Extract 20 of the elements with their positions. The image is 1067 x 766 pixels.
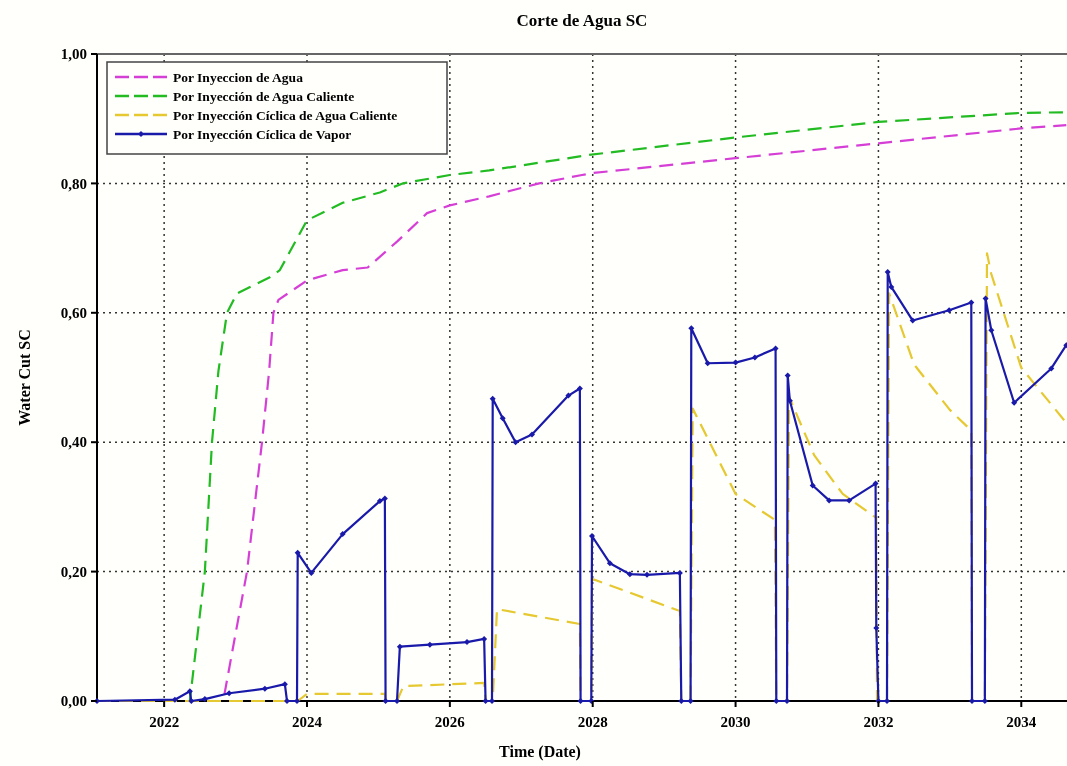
- x-tick-label: 2034: [1006, 714, 1037, 730]
- x-tick-label: 2024: [292, 714, 323, 730]
- y-tick-label: 0,80: [60, 175, 87, 192]
- x-tick-label: 2022: [149, 714, 180, 730]
- legend-label: Por Inyección Cíclica de Agua Caliente: [173, 108, 398, 123]
- legend-label: Por Inyección de Agua Caliente: [173, 89, 355, 104]
- y-axis-title: Water Cut SC: [16, 329, 33, 426]
- x-axis-title: Time (Date): [499, 743, 581, 761]
- x-tick-label: 2032: [863, 714, 894, 730]
- x-tick-label: 2026: [434, 714, 466, 730]
- x-tick-label: 2030: [720, 714, 751, 730]
- y-tick-label: 0,40: [60, 434, 87, 451]
- y-tick-label: 0,20: [60, 563, 87, 580]
- legend-label: Por Inyeccion de Agua: [173, 70, 304, 85]
- legend-label: Por Inyección Cíclica de Vapor: [173, 127, 352, 142]
- chart-title: Corte de Agua SC: [516, 11, 648, 30]
- y-tick-label: 0,00: [60, 693, 87, 710]
- y-tick-label: 1,00: [60, 46, 87, 63]
- y-tick-label: 0,60: [60, 305, 87, 322]
- x-tick-label: 2028: [577, 714, 608, 730]
